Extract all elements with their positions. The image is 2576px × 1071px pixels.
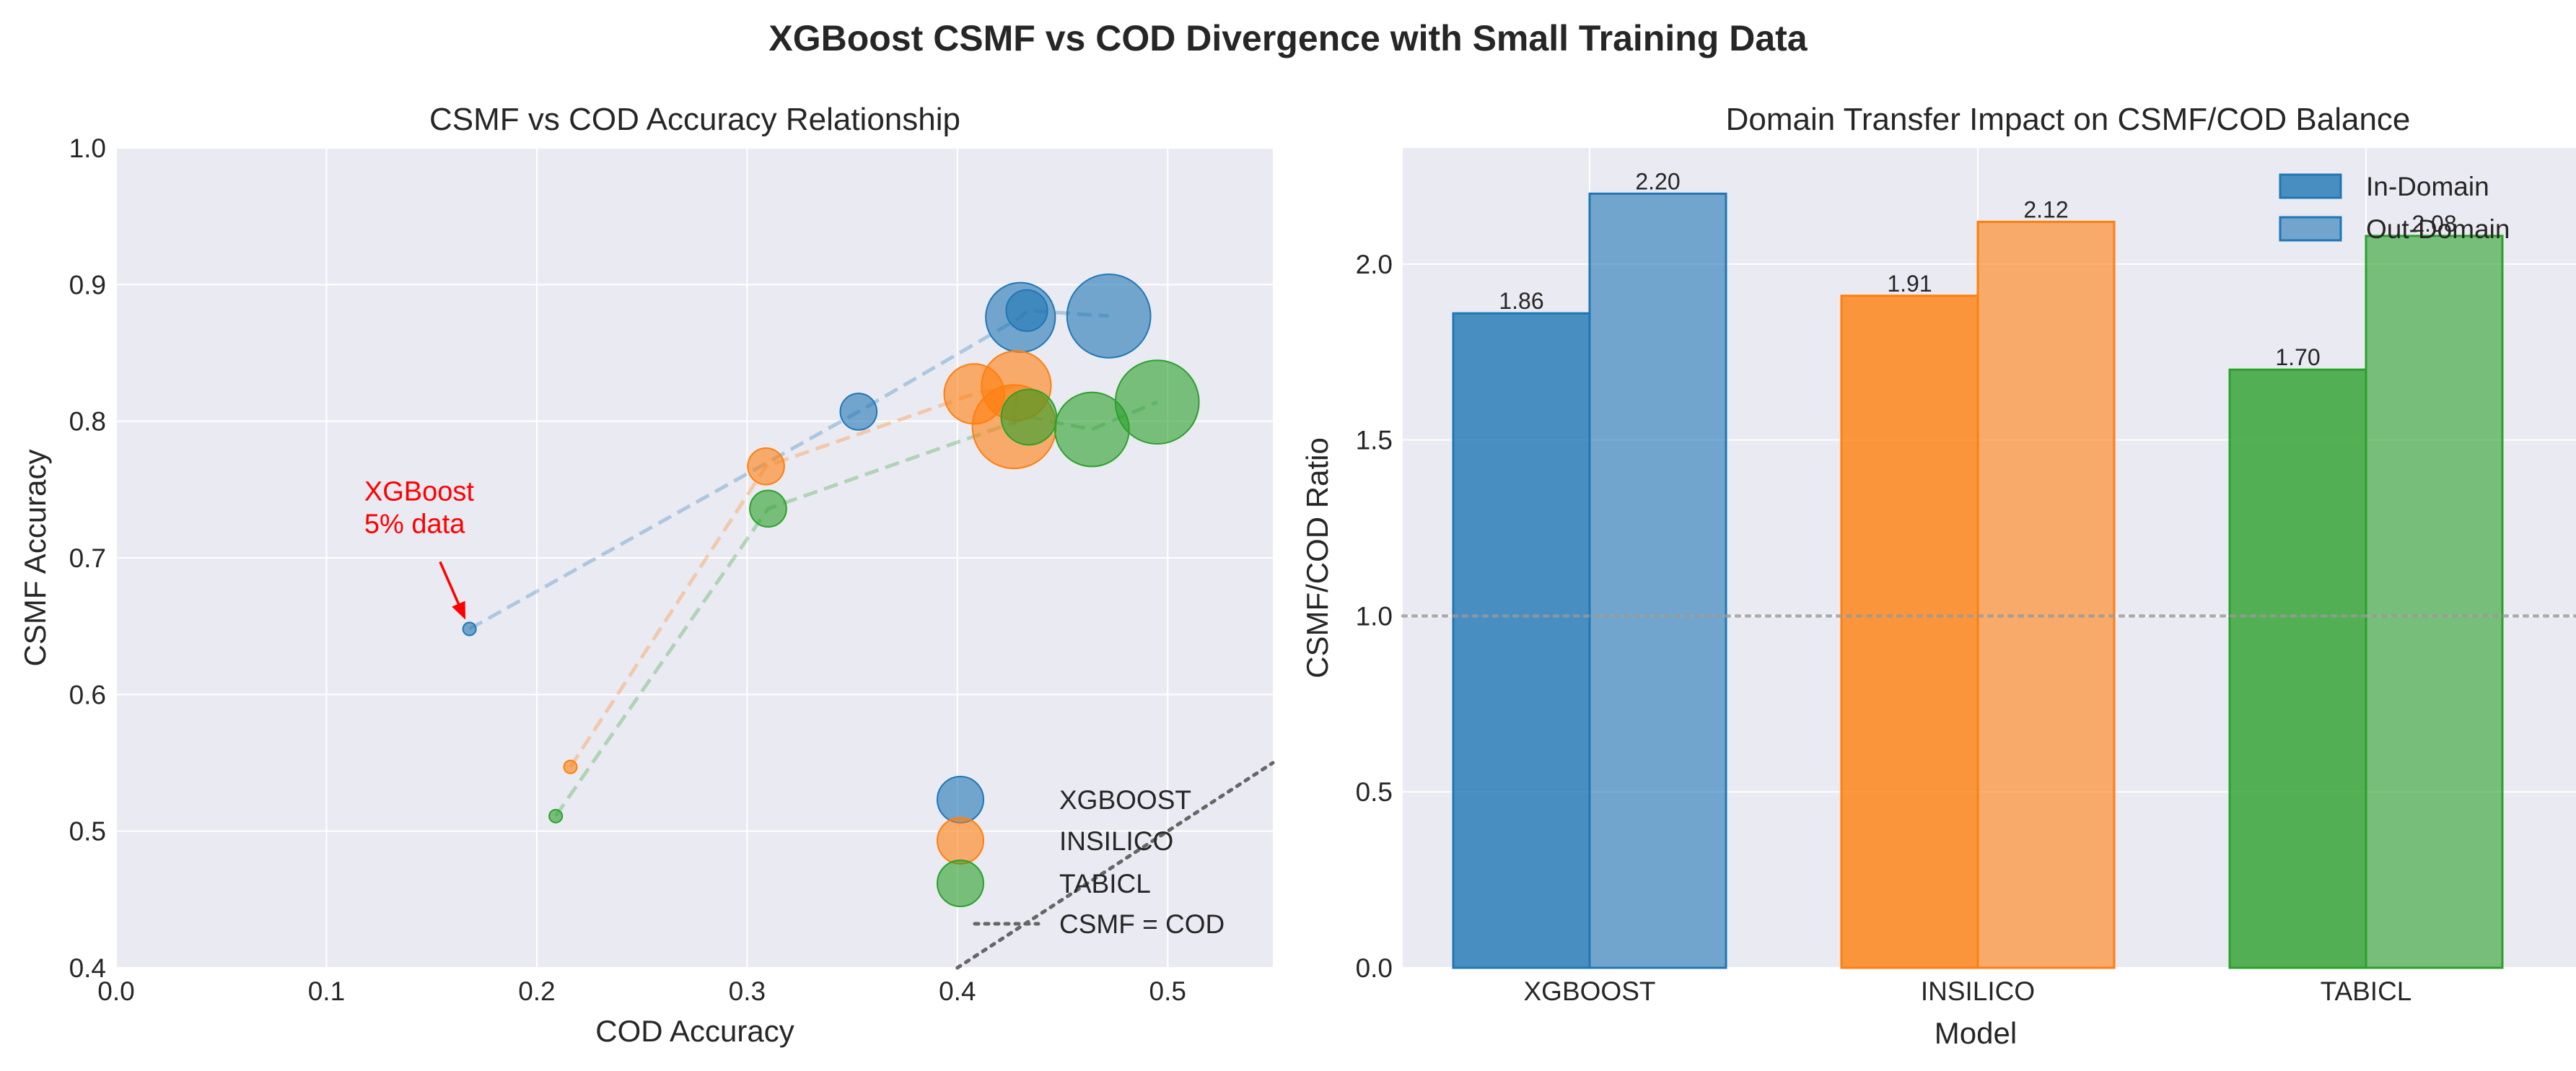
legend-label-in-domain: In-Domain [2366, 172, 2489, 201]
x-tick-label: 0.3 [729, 976, 766, 1006]
y-tick-label: 0.5 [1356, 777, 1393, 807]
y-tick-label: 2.0 [1356, 250, 1393, 279]
scatter-reference-line [955, 761, 1275, 970]
x-tick-label: 0.0 [97, 976, 134, 1006]
data-point-tabicl [1114, 359, 1200, 445]
data-point-tabicl [749, 489, 787, 528]
bar-xgboost-in-domain [1452, 312, 1591, 969]
data-point-tabicl [548, 808, 564, 823]
data-point-insilico [747, 447, 785, 486]
bar-xgboost-out-domain [1588, 192, 1727, 969]
annotation-arrowhead [452, 600, 466, 620]
legend-label-tabicl: TABICL [1059, 869, 1151, 899]
y-tick-label: 1.5 [1356, 426, 1393, 455]
bar-value-label: 2.08 [2411, 211, 2456, 237]
x-tick-label: 0.2 [518, 976, 555, 1006]
scatter-points [462, 273, 1200, 823]
y-tick-label: 0.8 [69, 407, 106, 437]
bar-value-label: 2.20 [1635, 168, 1680, 194]
legend-label-out-domain: Out-Domain [2366, 214, 2510, 244]
bar-insilico-in-domain [1840, 294, 1979, 969]
legend-marker-tabicl [937, 860, 984, 907]
data-point-xgboost [1066, 273, 1152, 359]
legend-swatch-out-domain [2279, 216, 2342, 242]
bar-chart: Domain Transfer Impact on CSMF/COD Balan… [1300, 102, 2576, 1050]
x-tick-label: INSILICO [1921, 976, 2035, 1006]
annotation-text: 5% data [364, 509, 465, 539]
bar-chart-title: Domain Transfer Impact on CSMF/COD Balan… [1726, 102, 2411, 137]
y-tick-label: 0.6 [69, 680, 106, 709]
x-tick-label: 0.4 [939, 976, 976, 1006]
bar-value-label: 1.91 [1887, 271, 1932, 297]
y-tick-label: 1.0 [69, 134, 106, 163]
scatter-y-axis-label: CSMF Accuracy [18, 449, 52, 666]
bar-tabicl-out-domain [2365, 235, 2504, 969]
y-tick-label: 0.5 [69, 817, 106, 847]
bar-y-axis-label: CSMF/COD Ratio [1300, 437, 1334, 678]
data-point-xgboost [1005, 289, 1048, 332]
annotation-text: XGBoost [364, 476, 475, 507]
bar-value-label: 1.70 [2275, 344, 2320, 370]
bar-legend: In-Domain Out-Domain [2279, 172, 2510, 244]
data-point-xgboost [839, 393, 878, 431]
y-tick-label: 0.7 [69, 543, 106, 573]
scatter-x-axis-label: COD Accuracy [595, 1014, 794, 1048]
bar-x-axis-label: Model [1935, 1016, 2017, 1050]
bar-tabicl-in-domain [2228, 368, 2367, 969]
legend-label-reference: CSMF = COD [1059, 909, 1225, 939]
scatter-chart-title: CSMF vs COD Accuracy Relationship [429, 102, 960, 137]
y-tick-label: 0.0 [1356, 953, 1393, 983]
bar-series [1452, 192, 2504, 969]
scatter-legend: XGBOOST INSILICO TABICL CSMF = COD [937, 776, 1225, 939]
scatter-ticks: 0.0 0.1 0.2 0.3 0.4 0.5 0.4 0.5 0.6 0.7 0.8 0.9 1.0 [69, 134, 1186, 1006]
scatter-chart: CSMF vs COD Accuracy Relationship XGBoos… [18, 102, 1275, 1048]
bar-ticks: 0.0 0.5 1.0 1.5 2.0 XGBOOST INSILICO TABICL [1356, 250, 2412, 1006]
y-tick-label: 1.0 [1356, 601, 1393, 631]
legend-marker-xgboost [937, 776, 984, 823]
bar-value-label: 1.86 [1499, 288, 1543, 314]
data-point-insilico [563, 759, 578, 774]
legend-label-xgboost: XGBOOST [1059, 785, 1191, 815]
bar-value-labels: 1.86 2.20 1.91 2.12 1.70 2.08 [1499, 168, 2456, 370]
annotation-arrow [439, 561, 463, 613]
figure-title: XGBoost CSMF vs COD Divergence with Smal… [768, 18, 1808, 58]
bar-value-label: 2.12 [2023, 196, 2068, 222]
x-tick-label: XGBOOST [1524, 976, 1656, 1006]
x-tick-label: TABICL [2321, 976, 2412, 1006]
legend-marker-insilico [937, 817, 984, 865]
legend-label-insilico: INSILICO [1059, 826, 1173, 856]
y-tick-label: 0.9 [69, 270, 106, 300]
y-tick-label: 0.4 [69, 953, 106, 983]
bar-insilico-out-domain [1976, 220, 2116, 969]
x-tick-label: 0.1 [308, 976, 345, 1006]
data-point-xgboost [462, 621, 477, 637]
x-tick-label: 0.5 [1149, 976, 1186, 1006]
legend-swatch-in-domain [2279, 173, 2342, 199]
reference-line-csmf-equals-cod [955, 761, 1275, 970]
data-point-tabicl [1000, 388, 1058, 446]
